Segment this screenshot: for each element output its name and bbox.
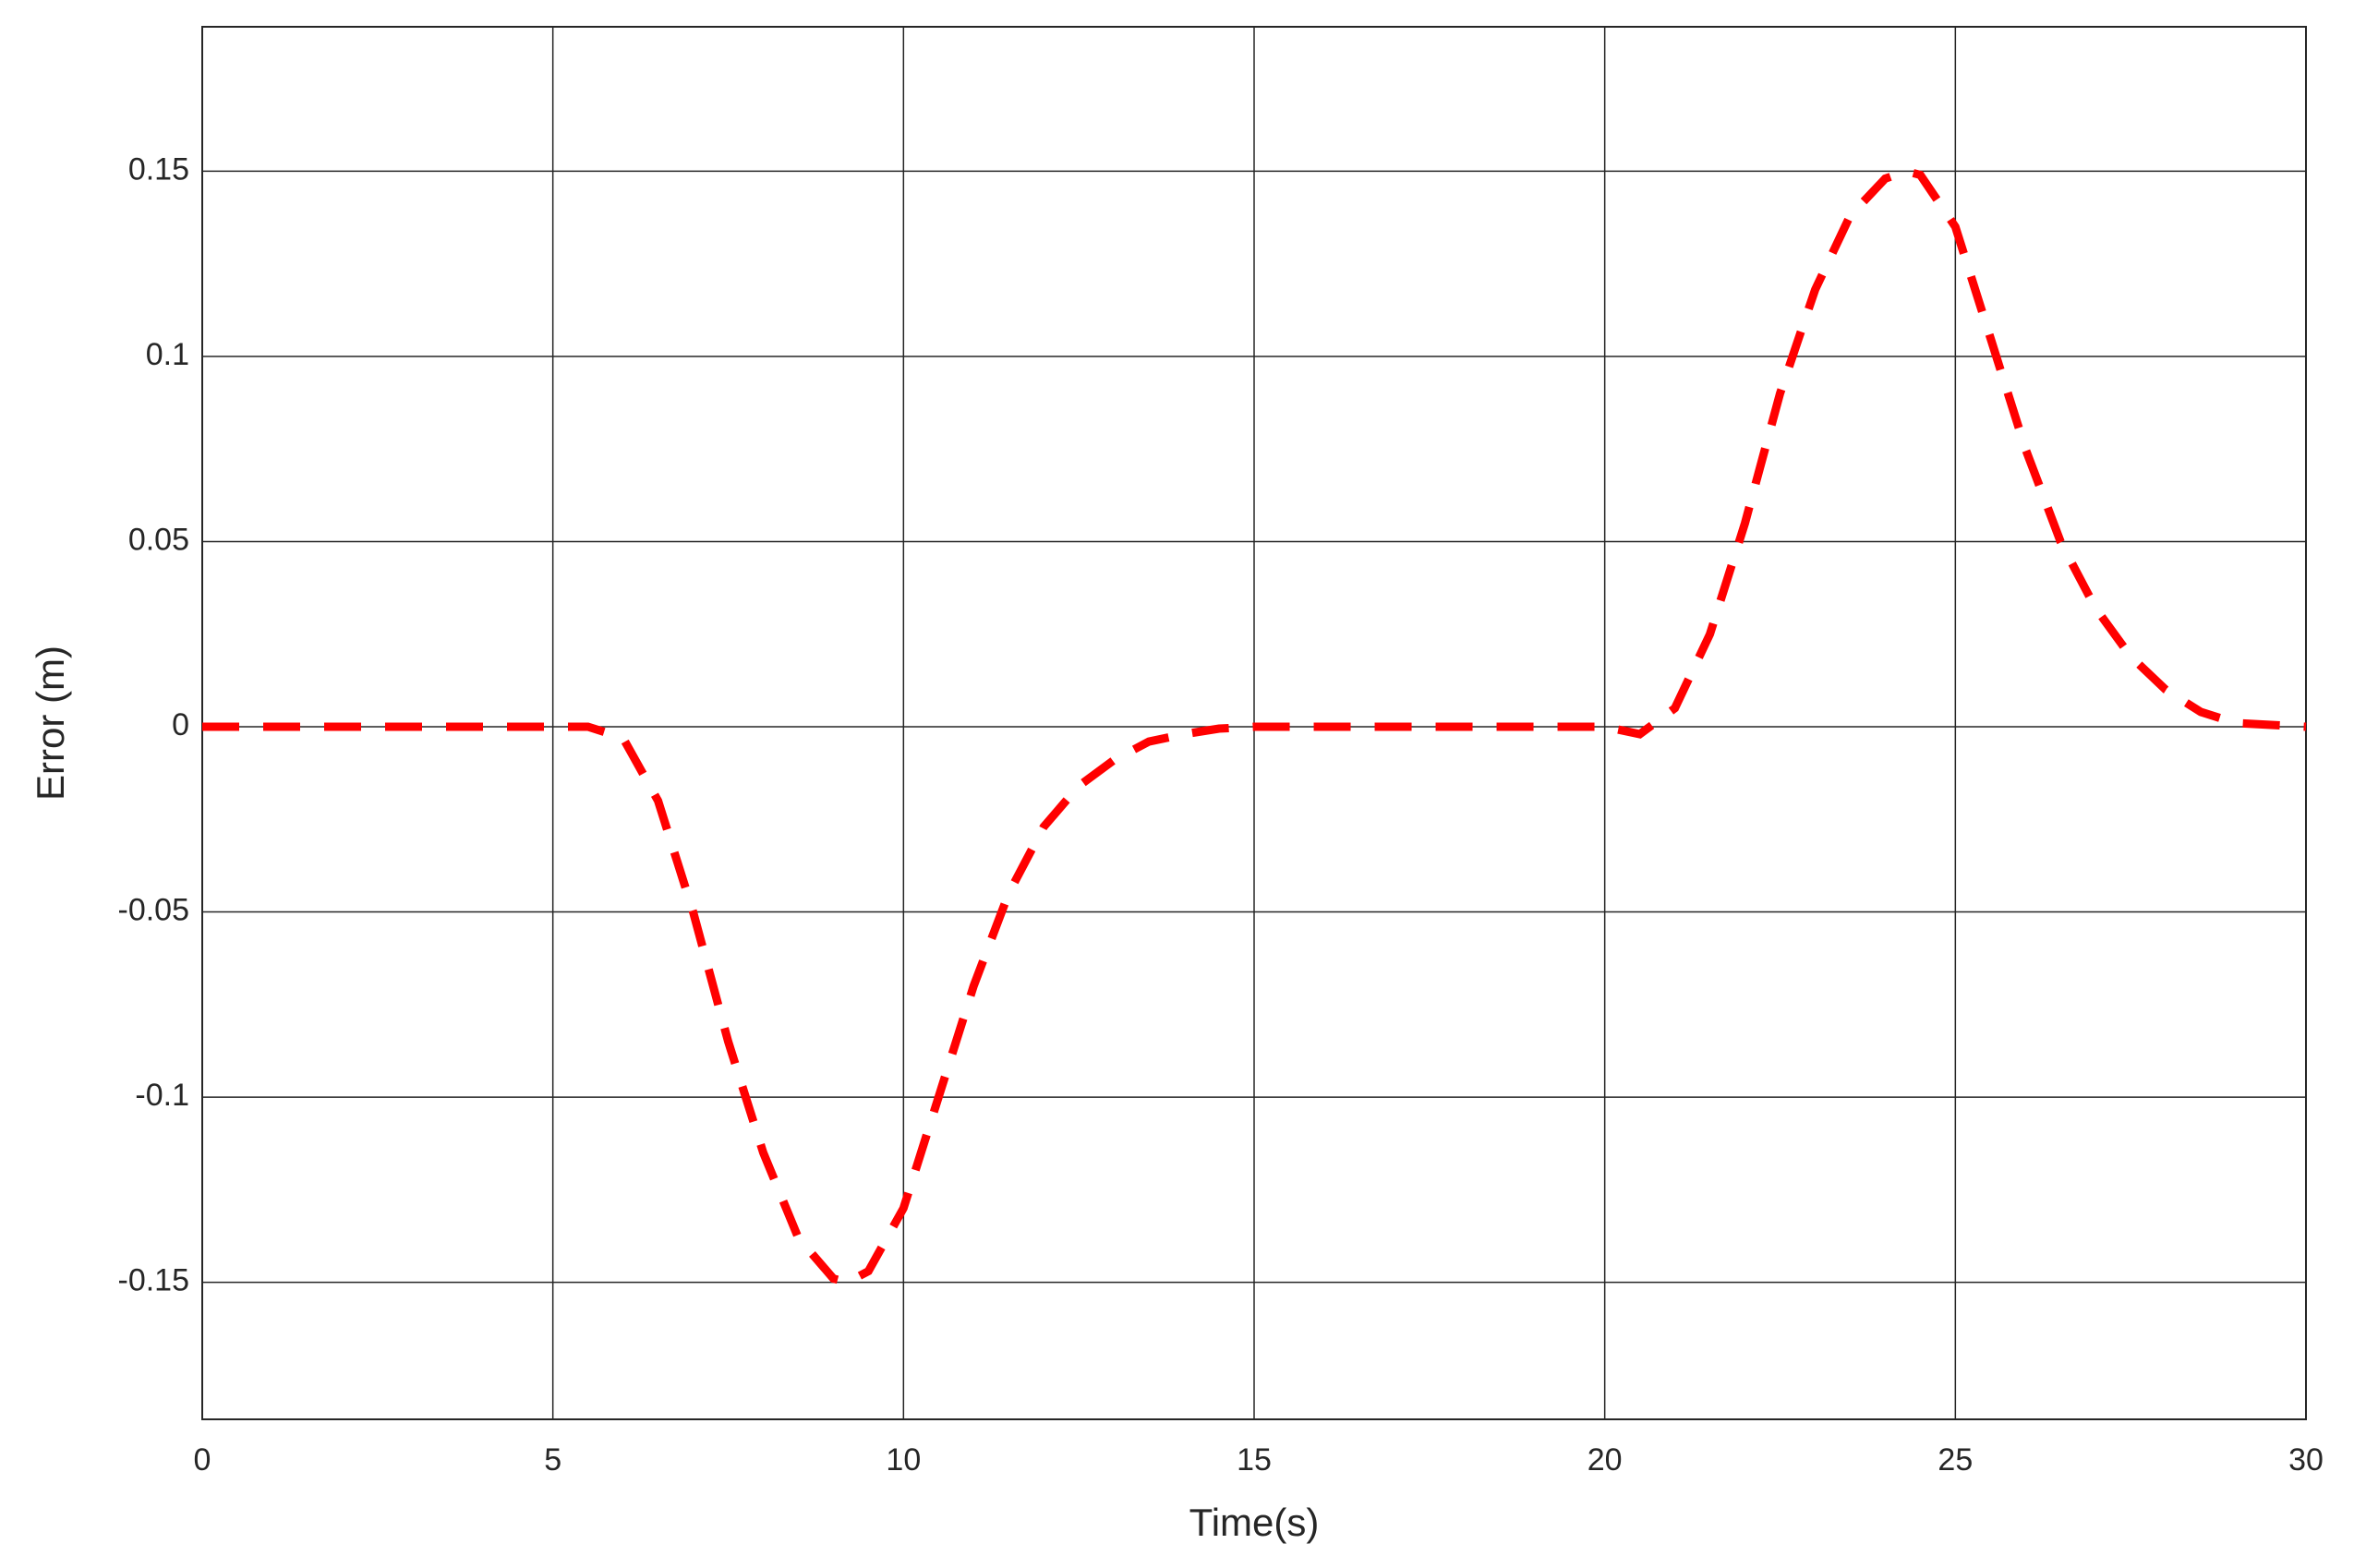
x-tick-label: 25: [1938, 1442, 1973, 1478]
x-tick-label: 5: [544, 1442, 561, 1478]
x-tick-label: 30: [2288, 1442, 2324, 1478]
x-tick-label: 0: [194, 1442, 211, 1478]
x-tick-label: 20: [1587, 1442, 1623, 1478]
y-tick-label: -0.15: [118, 1263, 190, 1298]
y-tick-label: 0.15: [128, 151, 189, 187]
y-axis-label: Error (m): [29, 645, 72, 801]
y-tick-label: 0: [172, 707, 189, 742]
x-axis-label: Time(s): [1189, 1501, 1320, 1544]
y-tick-label: 0.05: [128, 522, 189, 557]
x-tick-label: 10: [886, 1442, 921, 1478]
x-tick-label: 15: [1237, 1442, 1272, 1478]
data-line: [202, 166, 2307, 1287]
y-tick-label: -0.05: [118, 893, 190, 928]
y-tick-label: 0.1: [146, 337, 189, 372]
y-tick-label: -0.1: [135, 1078, 189, 1113]
